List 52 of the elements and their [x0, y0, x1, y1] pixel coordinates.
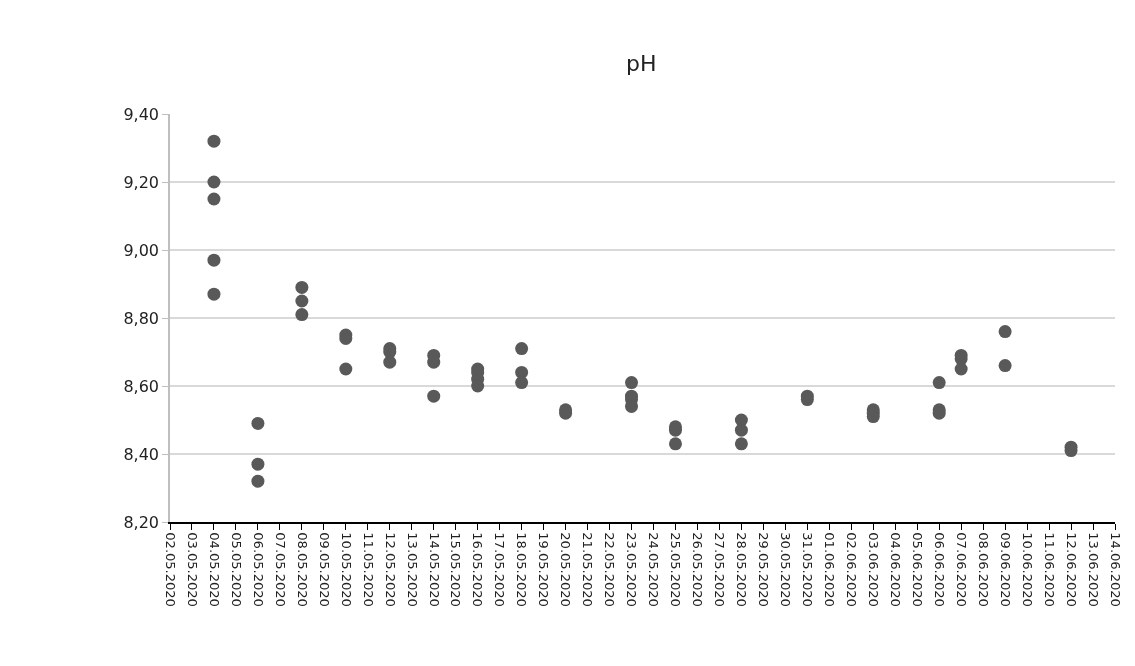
- x-tick-label: 07.05.2020: [272, 532, 288, 607]
- x-tick-label: 15.05.2020: [448, 532, 464, 607]
- y-tick-label: 9,40: [123, 104, 160, 124]
- x-tick-label: 13.06.2020: [1085, 532, 1101, 607]
- chart-title: pH: [626, 50, 657, 76]
- x-tick-label: 05.05.2020: [228, 532, 244, 607]
- x-tick-label: 10.05.2020: [338, 532, 354, 607]
- x-tick-label: 03.06.2020: [866, 532, 882, 607]
- x-tick-label: 14.06.2020: [1107, 532, 1123, 607]
- x-tick-label: 25.05.2020: [668, 532, 684, 607]
- x-tick-label: 04.05.2020: [206, 532, 222, 607]
- x-tick-label: 17.05.2020: [492, 532, 508, 607]
- x-tick-label: 18.05.2020: [514, 532, 530, 607]
- x-tick-label: 31.05.2020: [800, 532, 816, 607]
- x-tick-label: 12.06.2020: [1063, 532, 1079, 607]
- x-tick-label: 02.06.2020: [844, 532, 860, 607]
- x-tick-label: 11.05.2020: [360, 532, 376, 607]
- x-tick-label: 07.06.2020: [953, 532, 969, 607]
- x-tick-label: 06.05.2020: [250, 532, 266, 607]
- x-tick-label: 06.06.2020: [931, 532, 947, 607]
- x-tick-label: 30.05.2020: [778, 532, 794, 607]
- x-tick-label: 21.05.2020: [580, 532, 596, 607]
- y-tick-label: 8,40: [123, 444, 160, 464]
- y-tick-label: 9,20: [123, 172, 160, 192]
- x-tick-label: 16.05.2020: [470, 532, 486, 607]
- x-tick-label: 13.05.2020: [404, 532, 420, 607]
- x-tick-label: 20.05.2020: [558, 532, 574, 607]
- y-tick-label: 8,20: [123, 512, 160, 532]
- x-tick-label: 10.06.2020: [1019, 532, 1035, 607]
- x-tick-label: 08.06.2020: [975, 532, 991, 607]
- x-tick-label: 09.05.2020: [316, 532, 332, 607]
- x-tick-label: 12.05.2020: [382, 532, 398, 607]
- x-tick-label: 29.05.2020: [756, 532, 772, 607]
- x-tick-label: 01.06.2020: [822, 532, 838, 607]
- x-tick-label: 19.05.2020: [536, 532, 552, 607]
- y-tick-label: 8,60: [123, 376, 160, 396]
- x-tick-label: 02.05.2020: [162, 532, 178, 607]
- x-tick-label: 05.06.2020: [909, 532, 925, 607]
- x-tick-label: 28.05.2020: [734, 532, 750, 607]
- x-tick-label: 23.05.2020: [624, 532, 640, 607]
- x-tick-label: 03.05.2020: [184, 532, 200, 607]
- x-tick-label: 09.06.2020: [997, 532, 1013, 607]
- x-tick-label: 11.06.2020: [1041, 532, 1057, 607]
- y-tick-label: 9,00: [123, 240, 160, 260]
- x-tick-label: 14.05.2020: [426, 532, 442, 607]
- x-tick-label: 26.05.2020: [690, 532, 706, 607]
- x-tick-label: 24.05.2020: [646, 532, 662, 607]
- x-tick-label: 22.05.2020: [602, 532, 618, 607]
- x-tick-label: 27.05.2020: [712, 532, 728, 607]
- x-tick-label: 04.06.2020: [888, 532, 904, 607]
- y-tick-label: 8,80: [123, 308, 160, 328]
- x-tick-label: 08.05.2020: [294, 532, 310, 607]
